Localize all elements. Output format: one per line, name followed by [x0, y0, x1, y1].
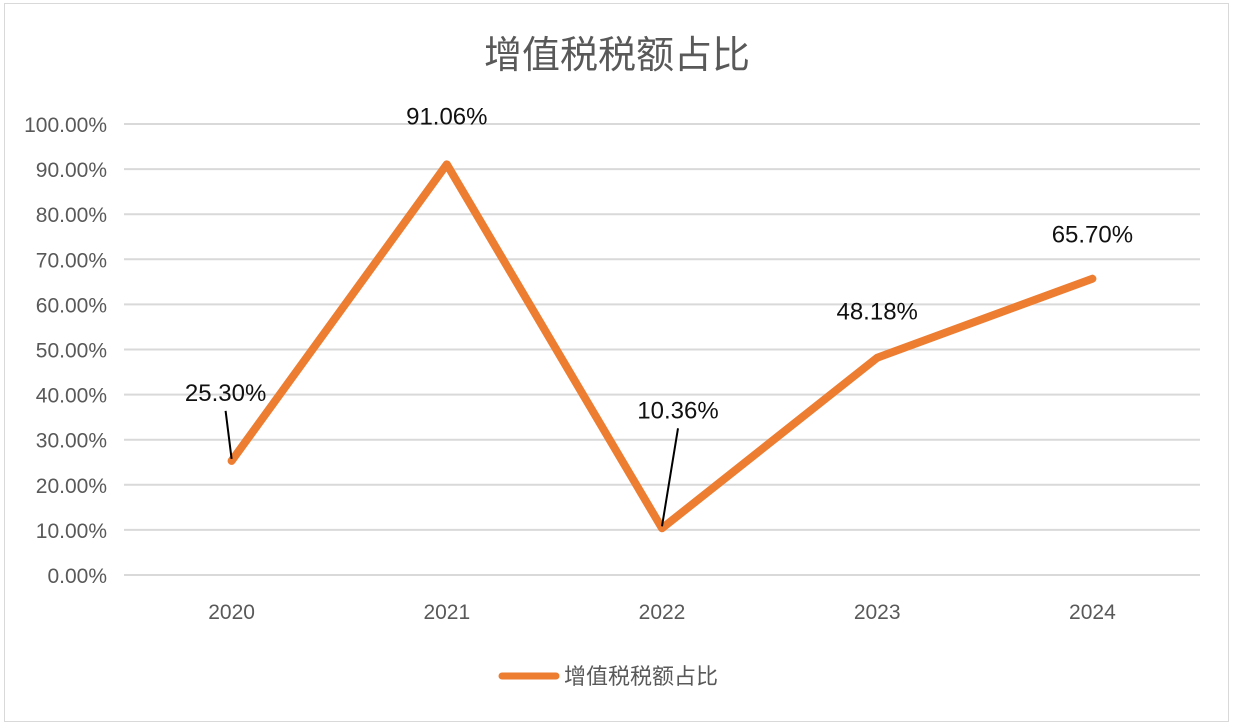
y-tick-label: 70.00%: [36, 249, 107, 272]
y-tick-label: 30.00%: [36, 430, 107, 453]
y-tick-label: 90.00%: [36, 159, 107, 182]
y-axis-ticks: 0.00% 10.00% 20.00% 30.00% 40.00% 50.00% 60.00…: [24, 114, 107, 588]
x-tick-label: 2020: [208, 601, 255, 624]
x-tick-label: 2022: [639, 601, 686, 624]
y-tick-label: 0.00%: [47, 565, 107, 588]
data-point: [1089, 275, 1096, 282]
x-tick-label: 2024: [1069, 601, 1116, 624]
x-tick-label: 2023: [854, 601, 901, 624]
data-point: [443, 161, 450, 168]
series-group: [227, 160, 1097, 533]
data-label: 91.06%: [406, 103, 487, 130]
y-tick-label: 40.00%: [36, 385, 107, 408]
data-label: 25.30%: [185, 380, 266, 407]
data-label: 65.70%: [1052, 222, 1133, 249]
y-tick-label: 80.00%: [36, 204, 107, 227]
data-label: 10.36%: [637, 397, 718, 424]
legend: 增值税税额占比: [498, 665, 718, 690]
gridlines: [124, 123, 1200, 576]
chart-title: 增值税税额占比: [484, 33, 750, 77]
data-point: [228, 457, 235, 464]
x-tick-label: 2021: [423, 601, 470, 624]
legend-label: 增值税税额占比: [564, 665, 718, 690]
y-tick-label: 10.00%: [36, 520, 107, 543]
y-tick-label: 50.00%: [36, 340, 107, 363]
data-labels: 25.30% 91.06% 10.36% 48.18% 65.70%: [185, 103, 1133, 527]
data-label: 48.18%: [836, 299, 917, 326]
x-axis-ticks: 2020 2021 2022 2023 2024: [208, 601, 1116, 624]
series-line: [227, 160, 1097, 533]
y-tick-label: 60.00%: [36, 294, 107, 317]
y-tick-label: 100.00%: [24, 114, 107, 137]
chart-frame: [4, 3, 1229, 722]
data-label-leader: [661, 428, 679, 527]
y-tick-label: 20.00%: [36, 475, 107, 498]
data-point: [874, 354, 881, 361]
data-point: [659, 525, 665, 532]
data-label-leader: [224, 410, 233, 460]
